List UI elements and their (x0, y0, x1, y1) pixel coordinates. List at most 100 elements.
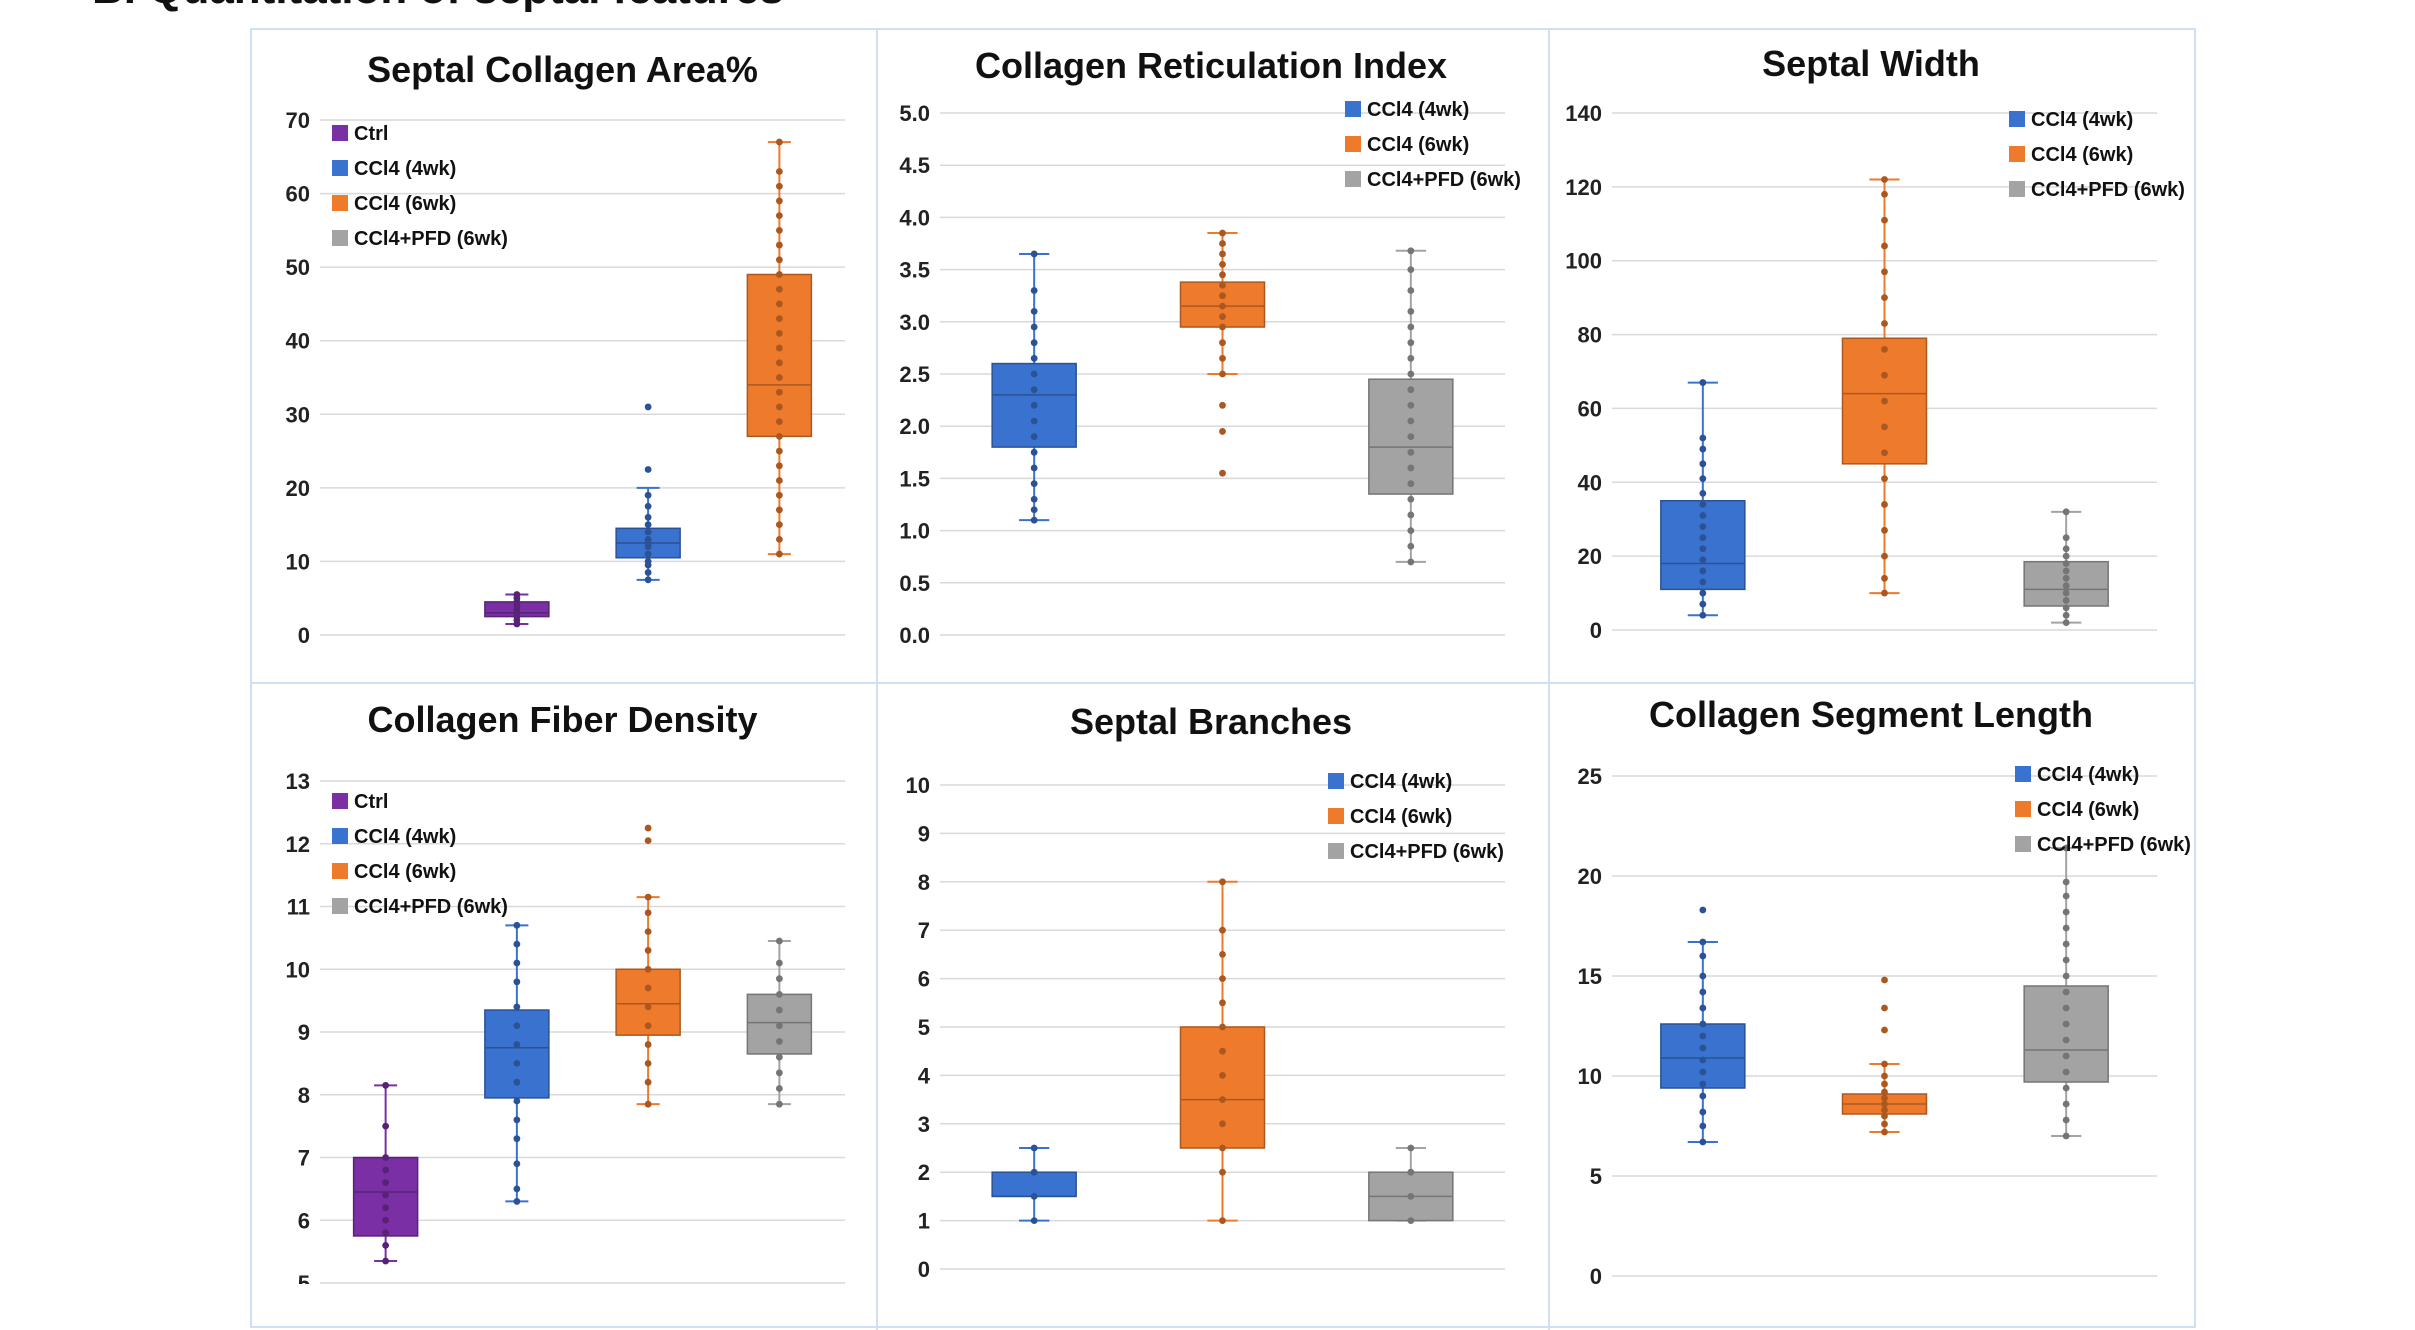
data-point (644, 984, 652, 992)
data-point (1699, 1108, 1707, 1116)
legend-swatch-ccl4-6wk (1345, 136, 1361, 152)
y-tick-label: 15 (1578, 964, 1602, 989)
panel-collagen-segment-length: Collagen Segment Length 0 5 10 15 20 25 CCl4 (4… (1547, 683, 2195, 1284)
y-tick-label: 5 (1590, 1164, 1602, 1189)
data-point (1407, 323, 1415, 331)
y-tick-label: 7 (918, 918, 930, 943)
data-point (1030, 506, 1038, 514)
data-point (2062, 972, 2070, 980)
data-point (1881, 976, 1888, 984)
data-point (2062, 1132, 2070, 1140)
data-point (775, 447, 783, 455)
data-point (1881, 526, 1888, 534)
data-point (1881, 1100, 1888, 1108)
data-point (644, 569, 652, 576)
data-point (1219, 229, 1226, 237)
data-point (2062, 1004, 2070, 1012)
data-point (1699, 1122, 1707, 1130)
legend-swatch-ccl4-6wk (2015, 801, 2031, 817)
legend-swatch-ccl4-pfd-6wk (2015, 836, 2031, 852)
data-point (1219, 878, 1226, 886)
data-point (775, 462, 783, 470)
data-point (1881, 501, 1888, 508)
data-point (1699, 906, 1707, 914)
data-point (1881, 475, 1888, 482)
data-point (2062, 908, 2070, 916)
data-point (1030, 1168, 1038, 1176)
legend-swatch-ctrl (332, 793, 348, 809)
data-point (1030, 307, 1038, 315)
data-point (382, 1241, 390, 1249)
legend-swatch-ccl4-6wk (332, 863, 348, 879)
data-point (1030, 495, 1038, 503)
data-point (1699, 523, 1707, 530)
data-point (1407, 1168, 1415, 1176)
data-point (2062, 604, 2070, 612)
data-point (1030, 370, 1038, 378)
legend-label: CCl4+PFD (6wk) (1350, 841, 1504, 863)
data-point (775, 1069, 783, 1077)
data-point (1881, 1004, 1888, 1012)
y-tick-label: 9 (298, 1020, 310, 1045)
data-point (1219, 370, 1226, 378)
data-point (644, 1078, 652, 1086)
data-point (2062, 1100, 2070, 1108)
data-point (2062, 567, 2070, 575)
chart-collagen-fiber-density: Collagen Fiber Density5678910111213CtrlC… (286, 699, 845, 1284)
data-point (2062, 878, 2070, 886)
data-point (2062, 508, 2070, 516)
legend-label: CCl4 (4wk) (1367, 99, 1469, 121)
data-point (1881, 397, 1888, 405)
data-point (1407, 266, 1415, 273)
box-group-ccl4-6wk (1841, 176, 1928, 597)
legend-label: CCl4 (6wk) (2031, 144, 2133, 166)
panel-septal-branches: Septal Branches 0 1 2 3 4 5 6 7 8 9 10 CCl4 (4wk) CCl… (875, 683, 1547, 1284)
data-point (644, 491, 652, 499)
data-point (1030, 339, 1038, 347)
box-group-ccl4-4wk (991, 1144, 1077, 1224)
y-tick-label: 2.0 (899, 414, 930, 439)
legend-swatch-ccl4-4wk (1345, 101, 1361, 117)
chart-title: Collagen Fiber Density (367, 699, 757, 740)
data-point (1030, 287, 1038, 294)
data-point (1699, 1032, 1707, 1040)
data-point (1699, 589, 1707, 597)
data-point (644, 502, 652, 510)
box-group-ccl4-6wk (615, 824, 681, 1108)
chart-septal-width: Septal Width 0 20 40 60 80 100 120 140 CCl4 (4wk)… (1565, 43, 2185, 643)
data-point (775, 491, 783, 499)
data-point (1699, 445, 1707, 453)
legend-label: Ctrl (354, 791, 388, 813)
data-point (1699, 988, 1707, 996)
data-point (1699, 1004, 1707, 1012)
legend-label: CCl4+PFD (6wk) (354, 896, 508, 918)
data-point (1881, 1106, 1888, 1114)
data-point (1407, 527, 1415, 534)
data-point (1219, 951, 1226, 958)
data-point (775, 418, 783, 426)
legend-label: Ctrl (354, 123, 388, 145)
data-point (1881, 552, 1888, 560)
box-group-ccl4-6wk (1179, 878, 1266, 1224)
data-point (644, 535, 652, 543)
data-point (1407, 480, 1415, 488)
data-point (2062, 560, 2070, 567)
legend: CCl4 (4wk) CCl4 (6wk) CCl4+PFD (6wk) (2015, 764, 2191, 856)
data-point (1699, 556, 1707, 564)
panel-septal-collagen-area: Septal Collagen Area% 0 10 20 30 40 50 60 70 Ctrl… (250, 30, 875, 680)
box-group-ccl4-4wk (991, 250, 1077, 524)
data-point (1407, 417, 1415, 425)
y-tick-label: 80 (1578, 323, 1602, 348)
data-point (2062, 545, 2070, 553)
y-tick-label: 13 (286, 769, 310, 794)
y-tick-label: 8 (298, 1083, 310, 1108)
data-point (1219, 1168, 1226, 1176)
y-tick-label: 20 (1578, 864, 1602, 889)
data-point (2062, 552, 2070, 560)
legend-swatch-ccl4-pfd-6wk (2009, 181, 2025, 197)
data-point (1407, 386, 1415, 394)
data-point (644, 1041, 652, 1048)
data-point (1030, 354, 1038, 362)
data-point (775, 1038, 783, 1045)
data-point (382, 1257, 390, 1265)
